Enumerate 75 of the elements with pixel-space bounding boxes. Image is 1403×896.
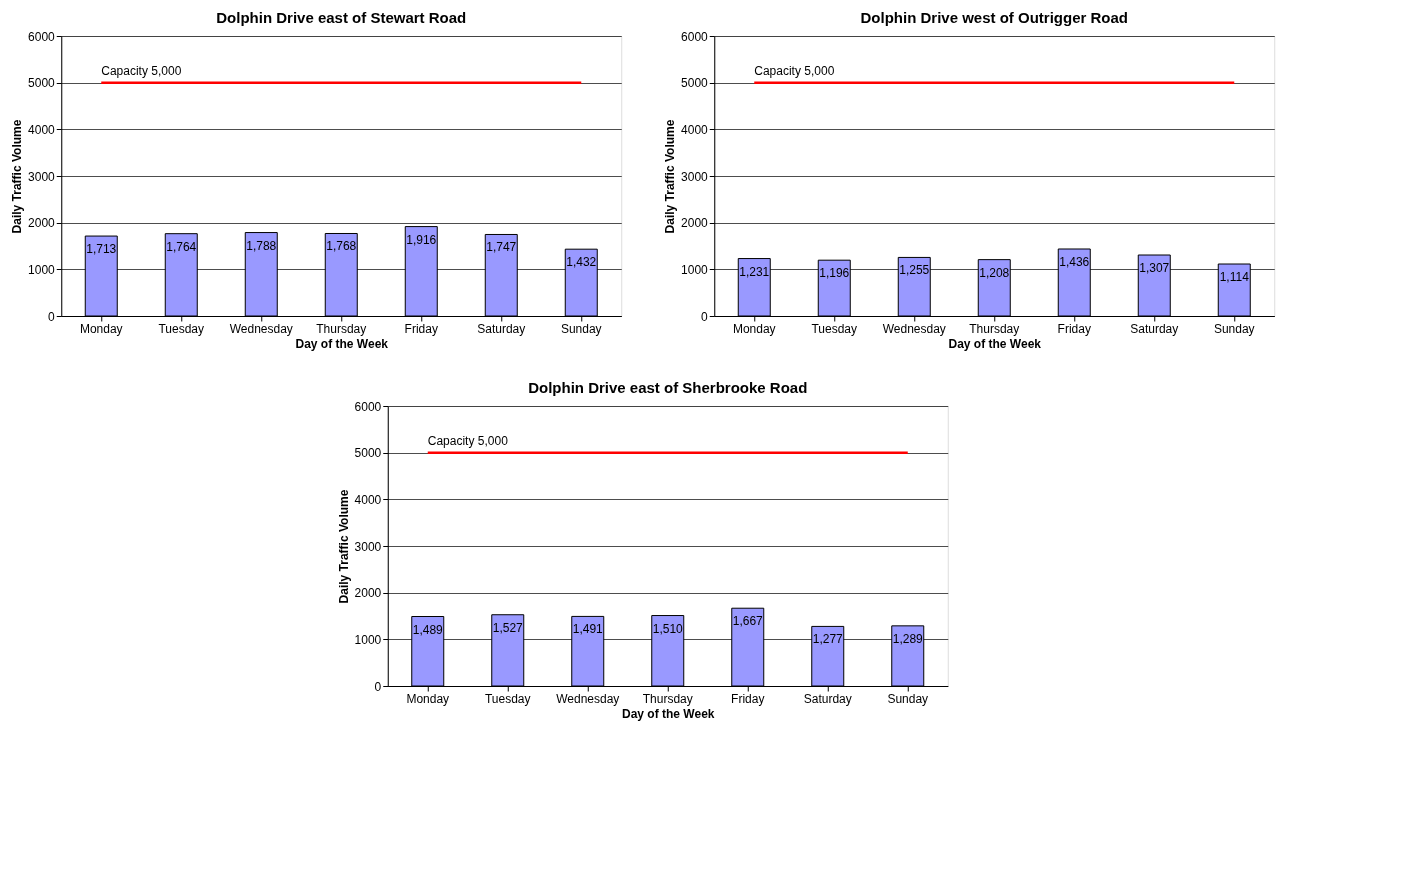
- x-tick-label: Wednesday: [556, 691, 620, 706]
- x-tick-label: Tuesday: [484, 691, 531, 706]
- y-tick-label: 6000: [681, 29, 709, 44]
- y-tick-label: 1000: [681, 262, 709, 277]
- x-tick-label: Friday: [1057, 321, 1091, 336]
- y-tick-label: 0: [374, 679, 382, 694]
- x-tick-label: Tuesday: [158, 321, 205, 336]
- data-label: 1,713: [86, 242, 117, 257]
- x-tick-label: Thursday: [642, 691, 693, 706]
- ref-line-label: Capacity 5,000: [427, 433, 509, 448]
- x-tick-label: Wednesday: [229, 321, 293, 336]
- y-tick-label: 5000: [28, 76, 56, 91]
- y-tick-label: 1000: [28, 262, 56, 277]
- chart-title: Dolphin Drive west of Outrigger Road: [860, 9, 1129, 26]
- y-tick-label: 6000: [354, 399, 382, 414]
- x-tick-label: Wednesday: [882, 321, 946, 336]
- data-label: 1,788: [246, 238, 277, 253]
- y-axis-title: Daily Traffic Volume: [663, 119, 678, 234]
- ref-line-label: Capacity 5,000: [101, 63, 182, 78]
- data-label: 1,196: [819, 266, 850, 281]
- x-tick-label: Sunday: [887, 691, 929, 706]
- x-tick-label: Tuesday: [811, 321, 858, 336]
- x-tick-label: Saturday: [477, 321, 526, 336]
- data-label: 1,667: [732, 614, 764, 629]
- data-label: 1,432: [566, 255, 597, 270]
- y-tick-label: 5000: [681, 76, 709, 91]
- y-tick-label: 0: [701, 309, 709, 324]
- x-tick-label: Sunday: [1213, 321, 1255, 336]
- y-tick-label: 3000: [681, 169, 709, 184]
- data-label: 1,510: [652, 621, 684, 636]
- data-label: 1,114: [1219, 270, 1250, 285]
- y-tick-label: 3000: [28, 169, 56, 184]
- y-tick-label: 3000: [354, 539, 382, 554]
- y-tick-label: 6000: [28, 29, 56, 44]
- data-label: 1,231: [739, 264, 770, 279]
- data-label: 1,916: [406, 232, 437, 247]
- y-tick-label: 4000: [28, 122, 56, 137]
- chart-title: Dolphin Drive east of Sherbrooke Road: [528, 379, 808, 396]
- data-label: 1,527: [492, 620, 524, 635]
- y-tick-label: 4000: [681, 122, 709, 137]
- x-tick-label: Saturday: [1130, 321, 1179, 336]
- x-tick-label: Saturday: [803, 691, 852, 706]
- x-tick-label: Monday: [406, 691, 450, 706]
- data-label: 1,307: [1139, 261, 1170, 276]
- x-tick-label: Friday: [731, 691, 765, 706]
- data-label: 1,436: [1059, 254, 1090, 269]
- y-tick-label: 2000: [681, 216, 709, 231]
- x-axis-title: Day of the Week: [622, 706, 715, 721]
- x-tick-label: Friday: [404, 321, 438, 336]
- x-tick-label: Thursday: [316, 321, 367, 336]
- x-tick-label: Monday: [79, 321, 123, 336]
- data-label: 1,764: [166, 239, 197, 254]
- y-axis-title: Daily Traffic Volume: [336, 489, 351, 604]
- y-tick-label: 0: [48, 309, 56, 324]
- chart-title: Dolphin Drive east of Stewart Road: [216, 9, 467, 26]
- data-label: 1,289: [892, 631, 924, 646]
- y-tick-label: 2000: [354, 586, 382, 601]
- x-axis-title: Day of the Week: [295, 336, 389, 351]
- x-tick-label: Thursday: [969, 321, 1020, 336]
- data-label: 1,255: [899, 263, 930, 278]
- y-tick-label: 2000: [28, 216, 56, 231]
- x-axis-title: Day of the Week: [948, 336, 1042, 351]
- data-label: 1,489: [412, 622, 444, 637]
- y-axis-title: Daily Traffic Volume: [10, 119, 25, 234]
- y-tick-label: 5000: [354, 446, 382, 461]
- x-tick-label: Sunday: [560, 321, 602, 336]
- ref-line-label: Capacity 5,000: [754, 63, 835, 78]
- data-label: 1,768: [326, 239, 357, 254]
- data-label: 1,208: [979, 265, 1010, 280]
- x-tick-label: Monday: [732, 321, 776, 336]
- data-label: 1,747: [486, 240, 517, 255]
- data-label: 1,491: [572, 622, 604, 637]
- y-tick-label: 4000: [354, 492, 382, 507]
- y-tick-label: 1000: [354, 632, 382, 647]
- data-label: 1,277: [812, 632, 844, 647]
